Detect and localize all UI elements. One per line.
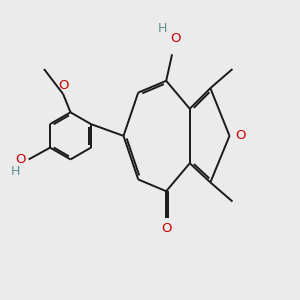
- Text: O: O: [171, 32, 181, 46]
- Text: H: H: [158, 22, 167, 35]
- Text: O: O: [15, 153, 26, 166]
- Text: O: O: [58, 79, 68, 92]
- Text: O: O: [161, 222, 171, 235]
- Text: O: O: [235, 129, 245, 142]
- Text: H: H: [11, 165, 20, 178]
